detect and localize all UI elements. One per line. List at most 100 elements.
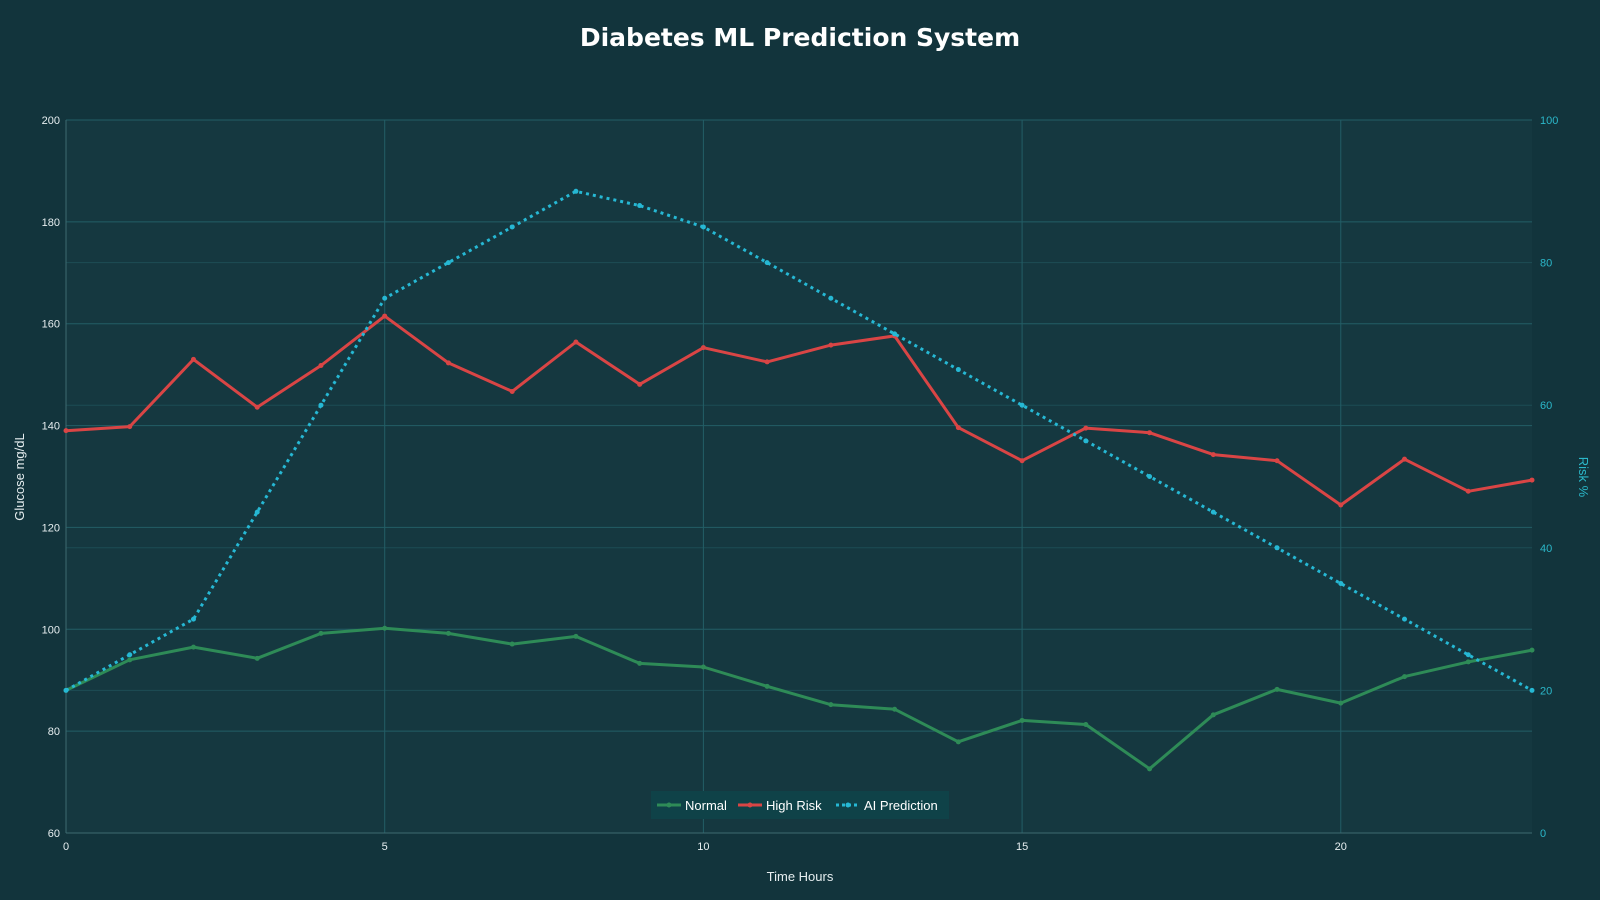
data-point-high-risk [445, 360, 451, 366]
legend: Normal High Risk AI Prediction [651, 791, 949, 819]
data-point-high-risk [573, 339, 579, 345]
data-point-high-risk [1083, 425, 1089, 431]
data-point-high-risk [955, 425, 961, 431]
data-point-normal [254, 655, 260, 661]
x-tick-label: 20 [1335, 841, 1347, 853]
data-point-ai-prediction [1465, 652, 1471, 658]
legend-label-ai-prediction: AI Prediction [864, 798, 938, 813]
series-line-high-risk [64, 314, 1534, 507]
data-point-normal [637, 660, 643, 666]
data-point-ai-prediction [1147, 474, 1153, 479]
data-point-ai-prediction [764, 260, 770, 266]
y2-tick-label: 80 [1540, 258, 1552, 270]
y-tick-label: 80 [48, 726, 60, 738]
legend-item-high-risk[interactable]: High Risk [738, 798, 822, 813]
data-point-ai-prediction [127, 652, 133, 658]
y-tick-label: 60 [48, 828, 60, 840]
x-axis-label: Time Hours [767, 869, 834, 884]
data-point-ai-prediction [445, 260, 451, 266]
legend-label-high-risk: High Risk [766, 798, 822, 813]
series-line-ai-prediction [65, 189, 1533, 692]
data-point-high-risk [1465, 488, 1471, 494]
data-point-normal [955, 739, 961, 745]
data-point-high-risk [127, 424, 133, 430]
data-point-normal [1083, 722, 1089, 728]
data-point-normal [1210, 712, 1216, 718]
data-point-ai-prediction [318, 402, 324, 408]
data-point-normal [1147, 766, 1153, 772]
data-point-ai-prediction [254, 509, 260, 515]
data-point-ai-prediction [63, 687, 69, 693]
y-tick-label: 180 [42, 217, 60, 229]
x-axis-ticks: 0 5 10 15 20 [63, 841, 1347, 853]
y-axis-label: Glucose mg/dL [12, 433, 27, 520]
data-point-normal [318, 630, 324, 636]
data-point-ai-prediction [955, 367, 961, 373]
series-ai-prediction [63, 188, 1535, 693]
data-point-normal [892, 706, 898, 712]
data-point-ai-prediction [573, 188, 579, 194]
y2-tick-label: 40 [1540, 543, 1552, 555]
y2-tick-label: 60 [1540, 400, 1552, 412]
y-axis-left-ticks: 60 80 100 120 140 160 180 200 [42, 115, 60, 840]
data-point-normal [1274, 686, 1280, 692]
y2-axis-label: Risk % [1576, 457, 1591, 498]
data-point-high-risk [1338, 502, 1344, 508]
data-point-high-risk [509, 388, 515, 394]
data-point-high-risk [1529, 477, 1535, 483]
data-point-ai-prediction [700, 224, 706, 230]
data-point-normal [190, 644, 196, 650]
data-point-high-risk [190, 356, 196, 362]
data-point-high-risk [828, 342, 834, 348]
grid [65, 119, 1532, 834]
y2-tick-label: 20 [1540, 685, 1552, 697]
y-axis-right-ticks: 0 20 40 60 80 100 [1540, 115, 1558, 840]
y2-tick-label: 100 [1540, 115, 1558, 127]
legend-label-normal: Normal [685, 798, 727, 813]
data-point-high-risk [637, 381, 643, 387]
data-point-ai-prediction [637, 203, 643, 209]
data-point-normal [1529, 647, 1535, 653]
x-tick-label: 0 [63, 841, 69, 853]
series-normal [63, 625, 1535, 772]
legend-item-ai-prediction[interactable]: AI Prediction [836, 798, 938, 813]
data-point-ai-prediction [892, 331, 898, 337]
data-point-ai-prediction [190, 616, 196, 622]
data-point-ai-prediction [1338, 580, 1344, 586]
data-point-ai-prediction [1274, 545, 1280, 551]
data-point-normal [764, 683, 770, 689]
data-point-ai-prediction [1402, 616, 1408, 622]
y-tick-label: 200 [42, 115, 60, 127]
data-point-high-risk [1019, 458, 1025, 464]
x-tick-label: 15 [1016, 841, 1028, 853]
data-point-normal [1019, 717, 1025, 723]
series-layer [63, 188, 1535, 772]
data-point-ai-prediction [1210, 509, 1216, 515]
data-point-high-risk [318, 362, 324, 368]
data-point-ai-prediction [1019, 402, 1025, 408]
data-point-high-risk [1274, 458, 1280, 464]
data-point-normal [828, 702, 834, 708]
data-point-normal [382, 625, 388, 631]
data-point-high-risk [382, 313, 388, 319]
data-point-normal [509, 641, 515, 647]
data-point-ai-prediction [828, 295, 834, 301]
x-tick-label: 10 [697, 841, 709, 853]
data-point-high-risk [254, 404, 260, 410]
x-tick-label: 5 [382, 841, 388, 853]
legend-marker-high-risk [747, 802, 753, 808]
data-point-normal [1338, 700, 1344, 706]
data-point-ai-prediction [382, 295, 388, 301]
data-point-ai-prediction [1529, 687, 1535, 693]
data-point-normal [1465, 659, 1471, 665]
data-point-high-risk [1210, 452, 1216, 458]
legend-marker-ai-prediction [845, 802, 851, 808]
data-point-high-risk [63, 428, 69, 434]
data-point-high-risk [1402, 456, 1408, 462]
legend-item-normal[interactable]: Normal [657, 798, 727, 813]
y-tick-label: 100 [42, 624, 60, 636]
data-point-high-risk [700, 345, 706, 351]
data-point-normal [700, 664, 706, 670]
data-point-normal [127, 657, 133, 663]
chart-title: Diabetes ML Prediction System [580, 23, 1020, 52]
